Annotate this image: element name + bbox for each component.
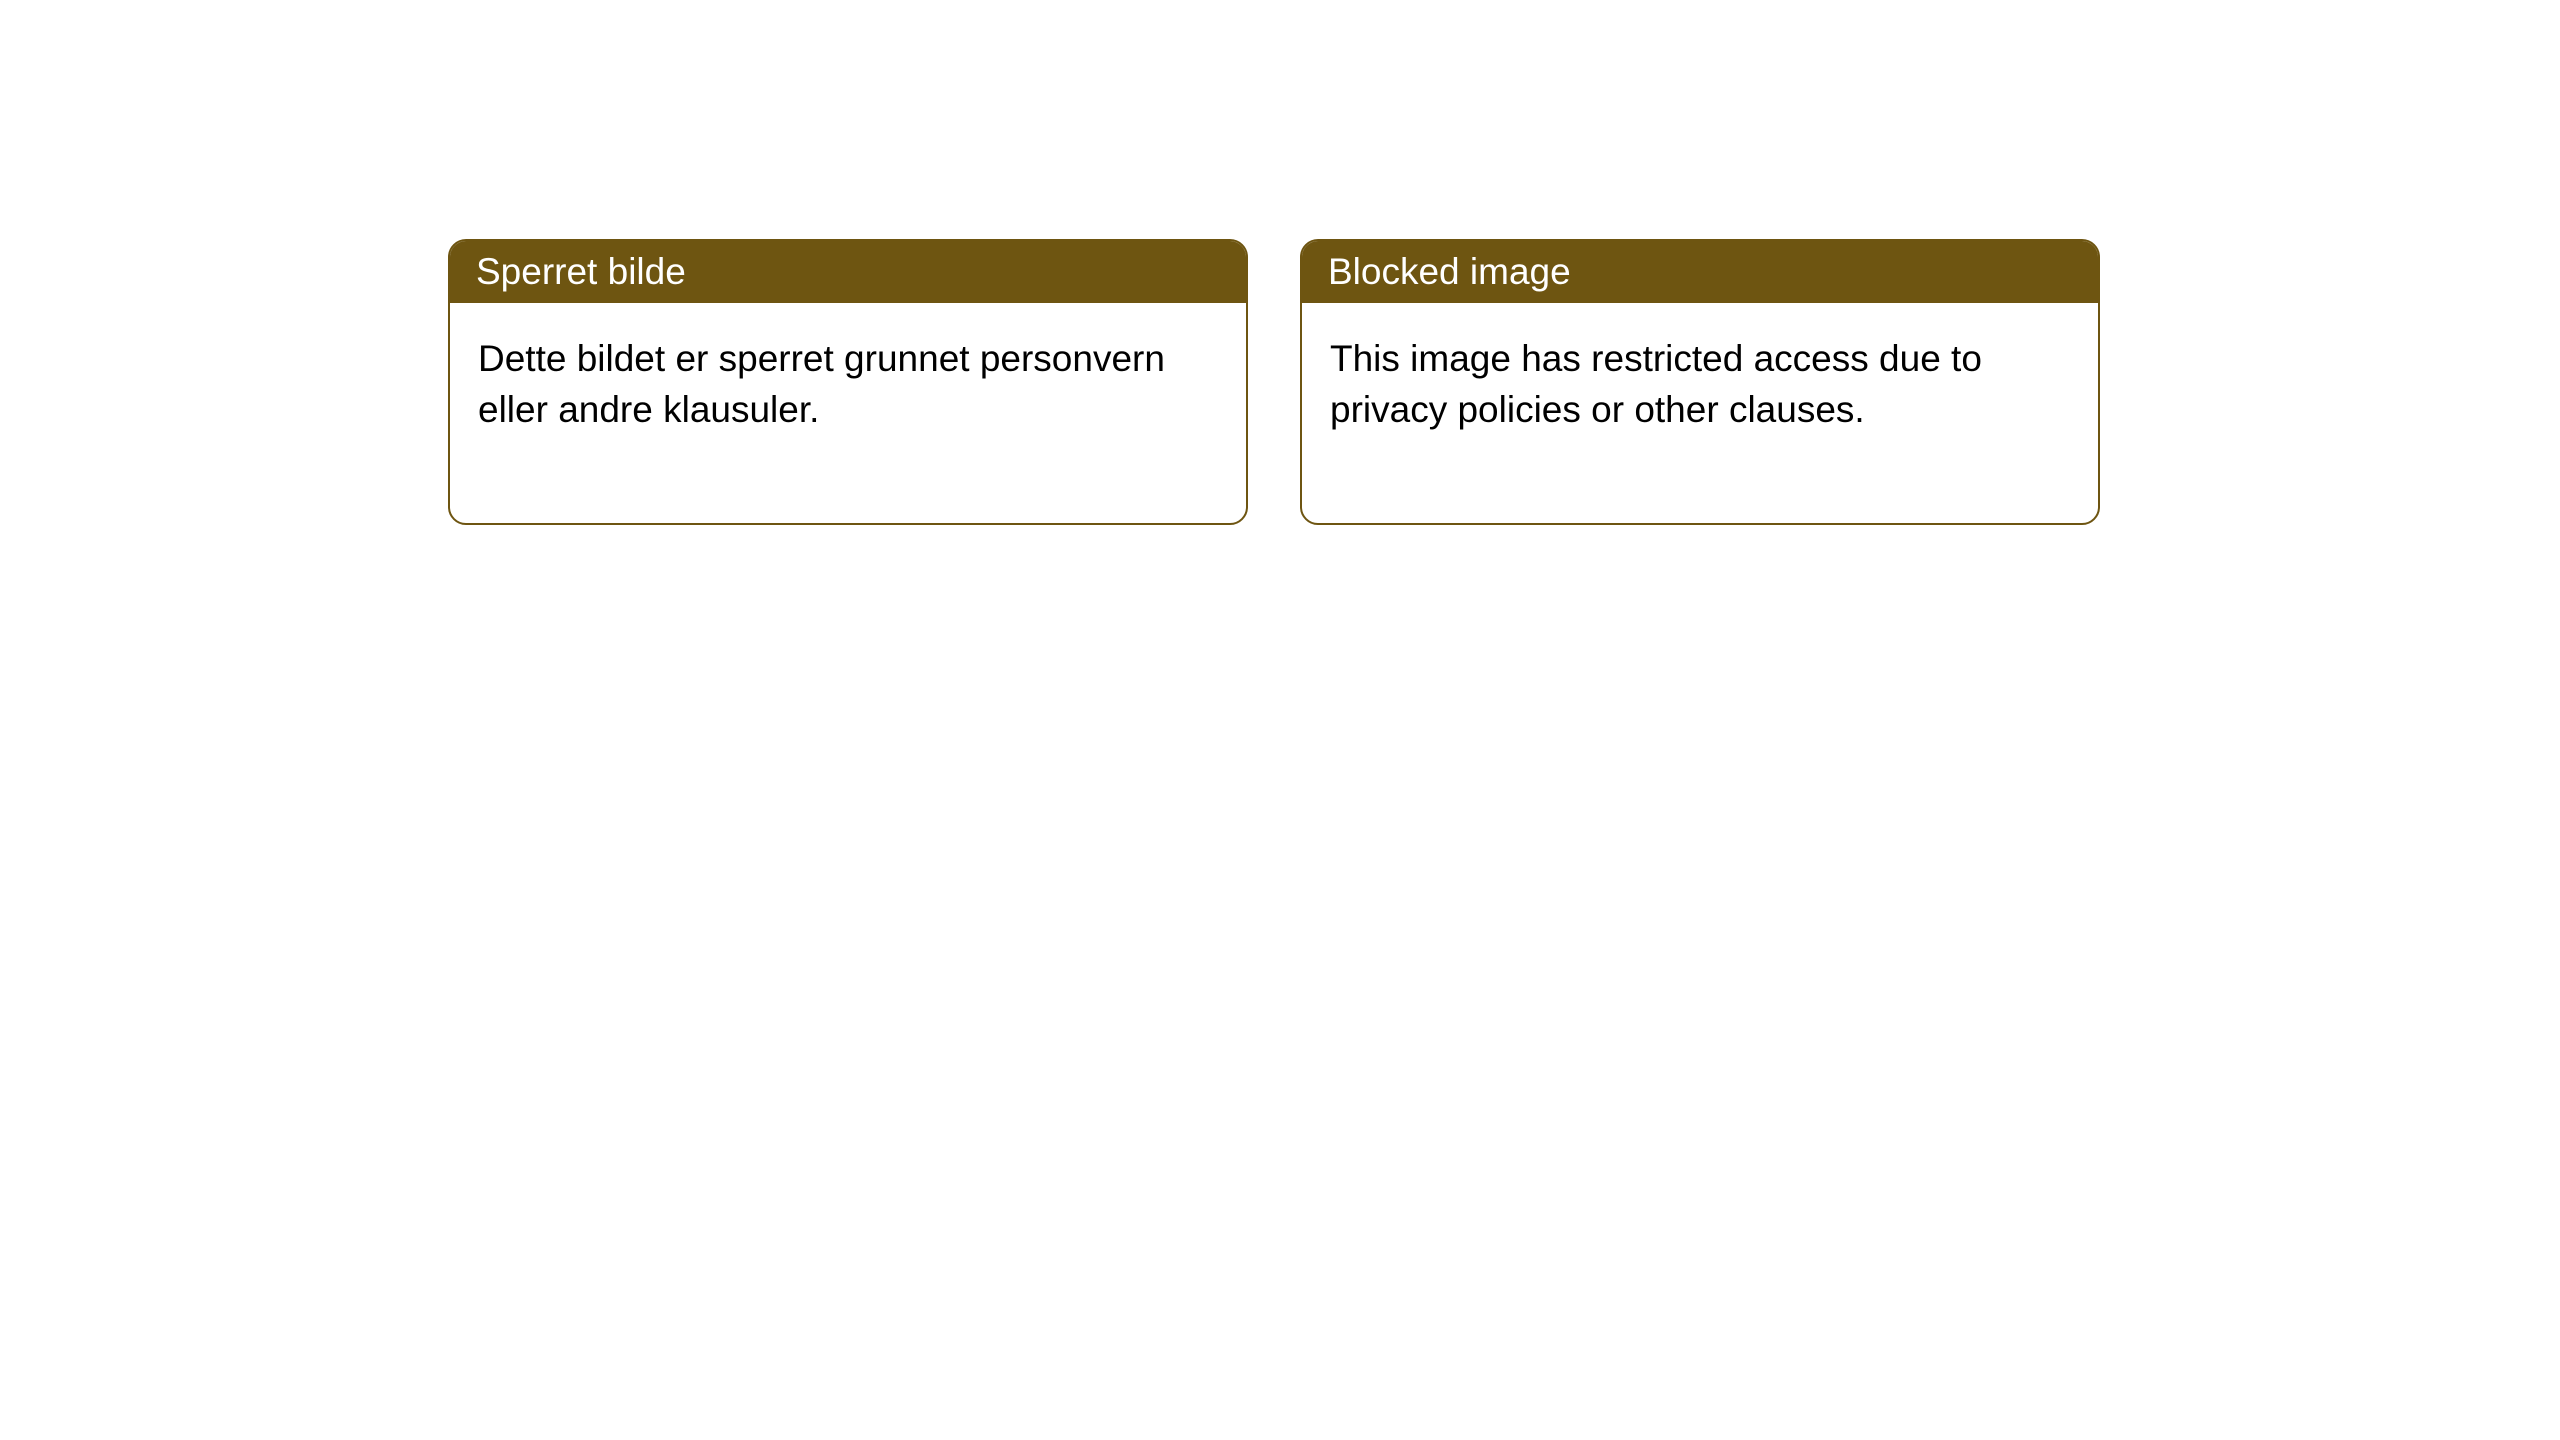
cards-container: Sperret bilde Dette bildet er sperret gr… [448,239,2100,525]
blocked-image-card-english: Blocked image This image has restricted … [1300,239,2100,525]
card-header-title: Blocked image [1302,241,2098,303]
card-body-text: Dette bildet er sperret grunnet personve… [450,303,1246,523]
card-header-title: Sperret bilde [450,241,1246,303]
blocked-image-card-norwegian: Sperret bilde Dette bildet er sperret gr… [448,239,1248,525]
card-body-text: This image has restricted access due to … [1302,303,2098,523]
